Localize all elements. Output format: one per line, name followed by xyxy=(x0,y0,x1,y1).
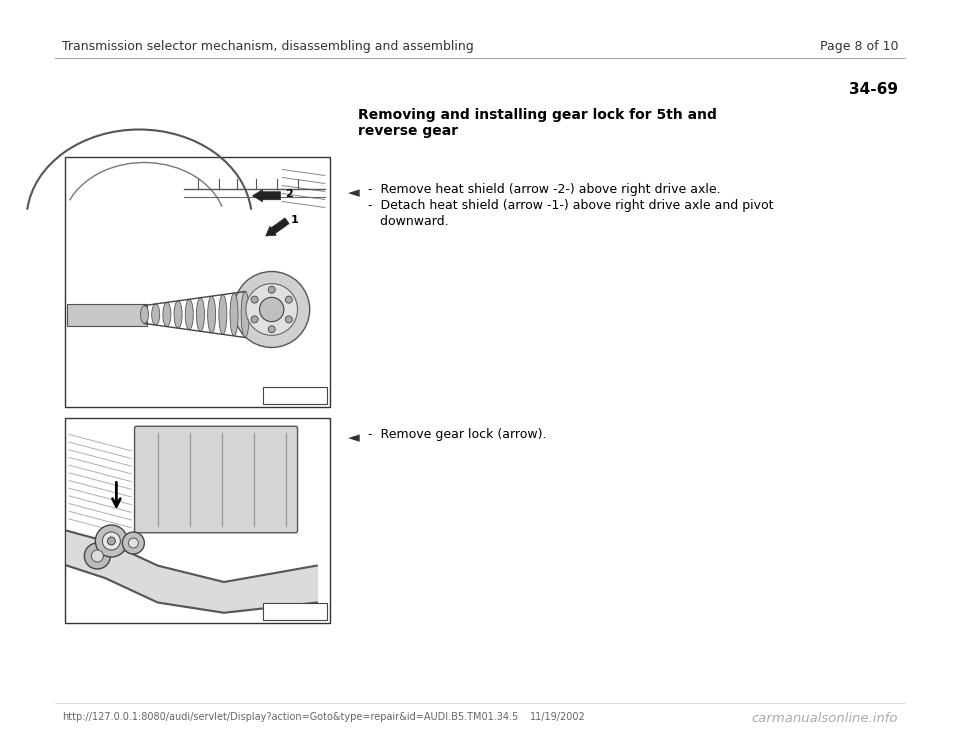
Bar xyxy=(65,418,330,623)
Text: ◄: ◄ xyxy=(348,185,360,200)
Circle shape xyxy=(91,550,104,562)
Ellipse shape xyxy=(152,304,159,325)
Text: Page 8 of 10: Page 8 of 10 xyxy=(820,40,898,53)
Circle shape xyxy=(95,525,128,557)
Circle shape xyxy=(285,316,292,323)
Circle shape xyxy=(259,298,284,322)
Text: N34-0587: N34-0587 xyxy=(271,389,319,399)
Ellipse shape xyxy=(230,293,238,336)
Circle shape xyxy=(122,532,144,554)
FancyBboxPatch shape xyxy=(263,603,327,620)
Text: N34-0604: N34-0604 xyxy=(271,605,319,615)
Bar xyxy=(66,158,329,406)
Ellipse shape xyxy=(241,292,250,338)
FancyArrow shape xyxy=(67,303,147,326)
Text: -  Remove heat shield (arrow -2-) above right drive axle.: - Remove heat shield (arrow -2-) above r… xyxy=(368,183,721,196)
Text: 34-69: 34-69 xyxy=(849,82,898,97)
Circle shape xyxy=(285,296,292,303)
Circle shape xyxy=(268,286,276,293)
FancyBboxPatch shape xyxy=(134,426,298,533)
Ellipse shape xyxy=(219,295,227,335)
Circle shape xyxy=(246,283,298,335)
FancyArrow shape xyxy=(266,218,289,236)
Circle shape xyxy=(129,538,138,548)
Text: Transmission selector mechanism, disassembling and assembling: Transmission selector mechanism, disasse… xyxy=(62,40,473,53)
Circle shape xyxy=(233,272,310,347)
Bar xyxy=(66,419,329,622)
FancyBboxPatch shape xyxy=(263,387,327,404)
Text: downward.: downward. xyxy=(368,215,448,228)
Bar xyxy=(65,157,330,407)
Text: 11/19/2002: 11/19/2002 xyxy=(530,712,586,722)
Circle shape xyxy=(103,532,120,550)
FancyArrow shape xyxy=(252,190,280,202)
Text: -  Detach heat shield (arrow -1-) above right drive axle and pivot: - Detach heat shield (arrow -1-) above r… xyxy=(368,199,774,212)
Ellipse shape xyxy=(207,296,216,333)
Circle shape xyxy=(268,326,276,332)
Ellipse shape xyxy=(174,301,182,328)
Circle shape xyxy=(252,316,258,323)
Text: 1: 1 xyxy=(291,214,299,225)
Ellipse shape xyxy=(197,298,204,331)
Text: reverse gear: reverse gear xyxy=(358,124,458,138)
Text: -  Remove gear lock (arrow).: - Remove gear lock (arrow). xyxy=(368,428,546,441)
Circle shape xyxy=(108,537,115,545)
Text: ◄: ◄ xyxy=(348,430,360,445)
Text: http://127.0.0.1:8080/audi/servlet/Display?action=Goto&type=repair&id=AUDI.B5.TM: http://127.0.0.1:8080/audi/servlet/Displ… xyxy=(62,712,518,722)
Ellipse shape xyxy=(140,306,149,324)
Circle shape xyxy=(252,296,258,303)
Ellipse shape xyxy=(163,303,171,326)
Ellipse shape xyxy=(185,299,193,329)
Text: carmanualsonline.info: carmanualsonline.info xyxy=(752,712,898,725)
Text: 2: 2 xyxy=(285,188,293,199)
Text: Removing and installing gear lock for 5th and: Removing and installing gear lock for 5t… xyxy=(358,108,717,122)
Circle shape xyxy=(84,543,110,569)
